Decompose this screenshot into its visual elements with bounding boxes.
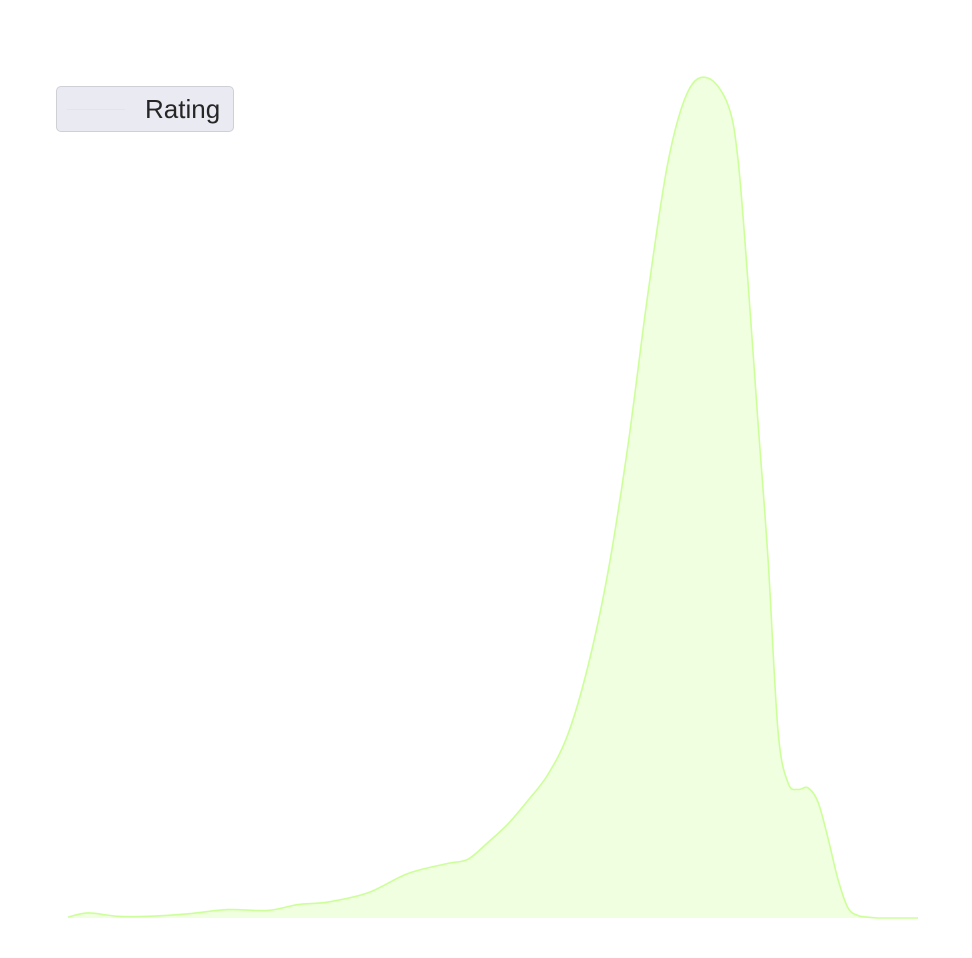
legend: Rating xyxy=(56,86,234,132)
density-line-0 xyxy=(67,76,918,919)
density-area-0 xyxy=(68,77,918,918)
legend-label: Rating xyxy=(145,93,221,124)
legend-swatch xyxy=(67,108,125,110)
series-layer xyxy=(67,76,918,919)
